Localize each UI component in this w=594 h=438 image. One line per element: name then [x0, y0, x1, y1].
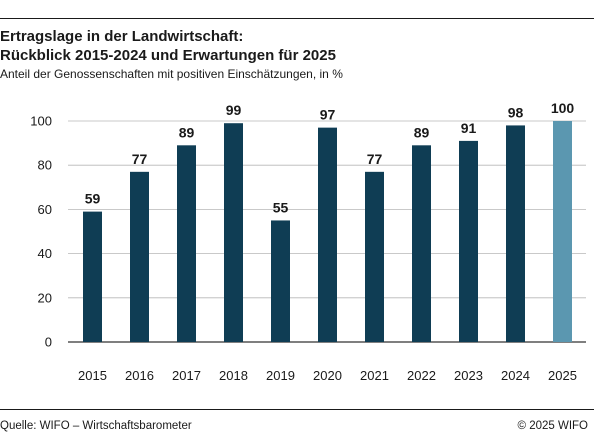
data-label-2018: 99	[226, 102, 242, 118]
bar-2022	[412, 145, 431, 342]
data-label-2019: 55	[273, 199, 289, 215]
y-tick-label: 100	[30, 114, 52, 129]
bar-2021	[365, 171, 384, 342]
bar-2015	[83, 211, 102, 342]
y-tick-label: 40	[38, 246, 52, 261]
top-rule	[0, 18, 594, 19]
bars	[83, 121, 572, 343]
x-tick-label-2024: 2024	[501, 368, 530, 383]
bar-2016	[130, 171, 149, 342]
bar-2025	[553, 121, 572, 342]
copyright-note: © 2025 WIFO	[517, 420, 588, 432]
bar-2020	[318, 127, 337, 342]
bar-2024	[506, 125, 525, 342]
data-label-2015: 59	[85, 191, 101, 207]
data-label-2024: 98	[508, 104, 524, 120]
x-tick-label-2020: 2020	[313, 368, 342, 383]
data-label-2020: 97	[320, 107, 336, 123]
y-tick-label: 0	[45, 335, 52, 350]
data-label-2017: 89	[179, 124, 195, 140]
data-labels: 59 77 89 99 55 97 77 89 91 98 100	[85, 100, 575, 215]
bar-2018	[224, 123, 243, 343]
x-tick-label-2023: 2023	[454, 368, 483, 383]
source-note: Quelle: WIFO – Wirtschaftsbarometer	[0, 420, 192, 432]
bar-2017	[177, 145, 196, 342]
y-tick-label: 80	[38, 158, 52, 173]
data-label-2025: 100	[551, 100, 575, 116]
y-axis-tick-labels: 0 20 40 60 80 100	[30, 114, 52, 350]
data-label-2023: 91	[461, 120, 477, 136]
bar-2023	[459, 140, 478, 342]
x-tick-label-2025: 2025	[548, 368, 577, 383]
chart-title-line-1: Ertragslage in der Landwirtschaft:	[0, 28, 244, 45]
y-tick-label: 20	[38, 290, 52, 305]
x-tick-label-2015: 2015	[78, 368, 107, 383]
chart-subtitle: Anteil der Genossenschaften mit positive…	[0, 67, 343, 81]
chart-title-line-2: Rückblick 2015-2024 und Erwartungen für …	[0, 47, 336, 64]
x-tick-label-2016: 2016	[125, 368, 154, 383]
x-tick-label-2018: 2018	[219, 368, 248, 383]
data-label-2021: 77	[367, 151, 383, 167]
x-tick-label-2019: 2019	[266, 368, 295, 383]
x-tick-label-2021: 2021	[360, 368, 389, 383]
data-label-2016: 77	[132, 151, 148, 167]
bottom-rule	[0, 409, 594, 410]
x-axis-tick-labels: 2015 2016 2017 2018 2019 2020 2021 2022 2023 2024…	[78, 368, 577, 383]
y-tick-label: 60	[38, 202, 52, 217]
x-tick-label-2017: 2017	[172, 368, 201, 383]
bar-2019	[271, 220, 290, 342]
data-label-2022: 89	[414, 124, 430, 140]
x-tick-label-2022: 2022	[407, 368, 436, 383]
bar-chart: 0 20 40 60 80 100 59 77 89 99 55 97 77 89 91 98 100 201…	[30, 100, 586, 383]
